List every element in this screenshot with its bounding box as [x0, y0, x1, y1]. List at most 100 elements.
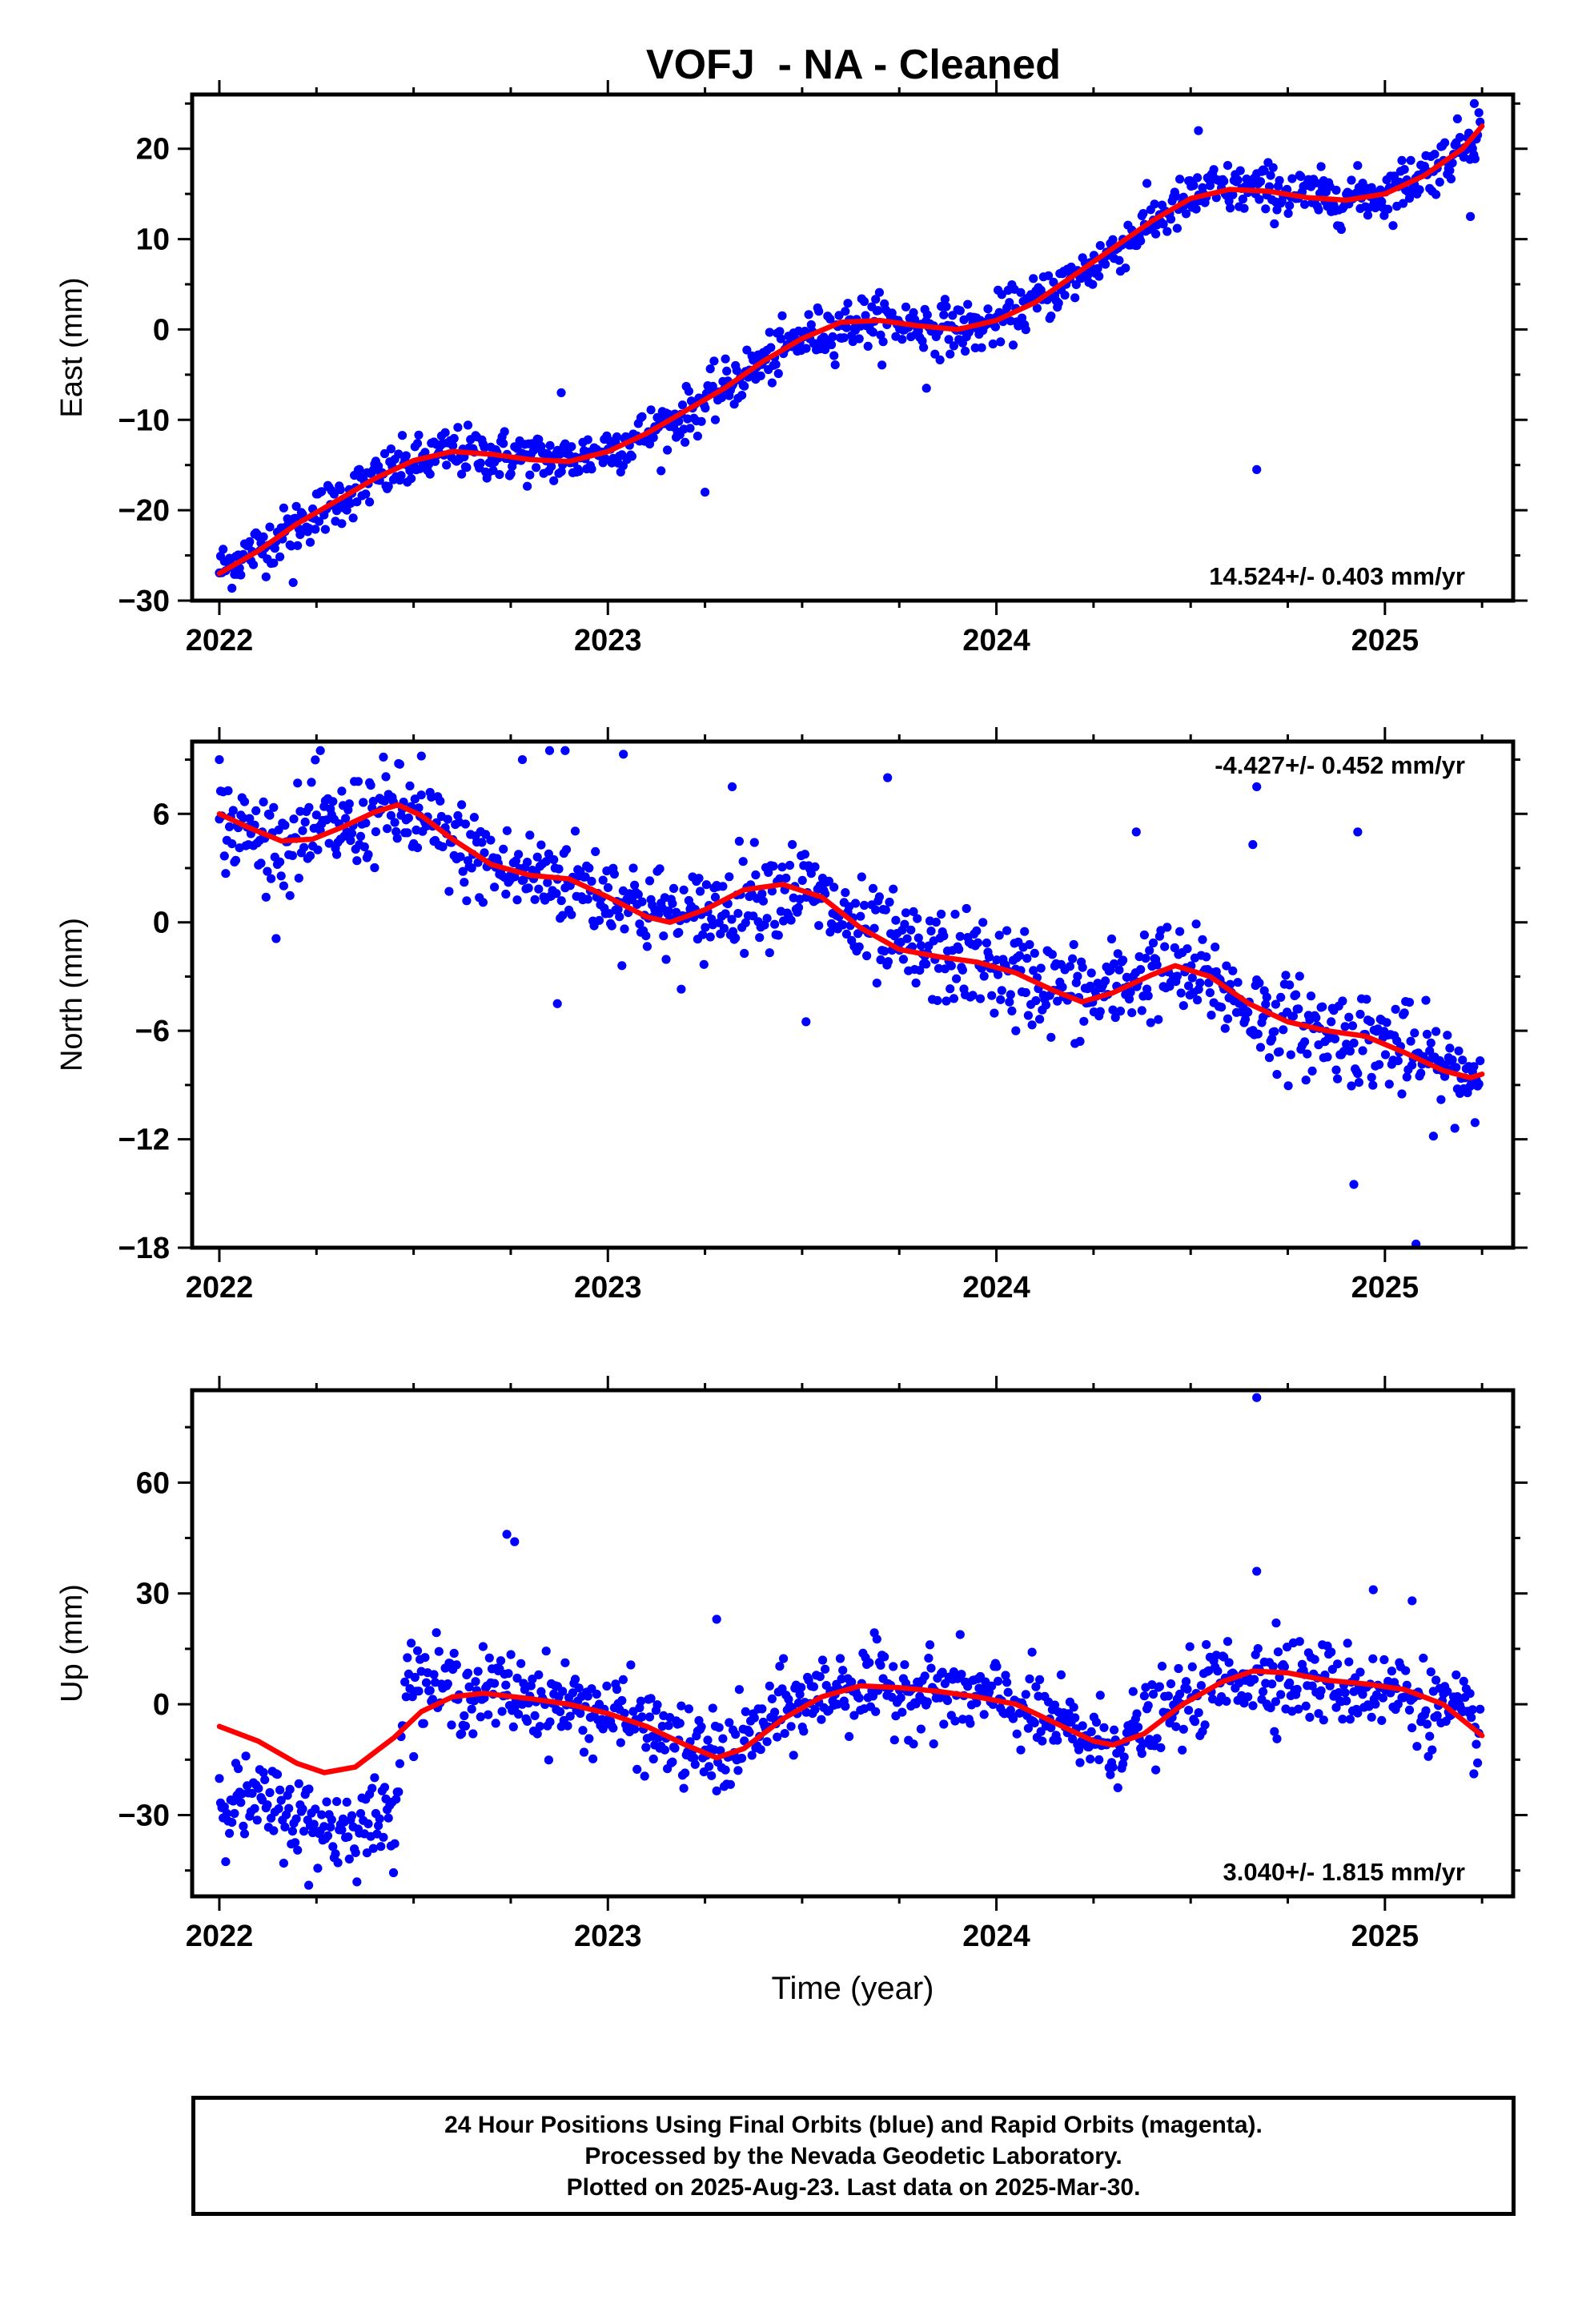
data-point: [751, 870, 761, 880]
data-point: [1174, 1663, 1183, 1674]
data-point: [1006, 990, 1015, 999]
data-point: [425, 1686, 435, 1695]
data-point: [1344, 1657, 1354, 1667]
data-point: [1233, 175, 1243, 185]
data-point: [1151, 229, 1161, 239]
data-point: [1099, 1723, 1109, 1732]
data-point: [361, 818, 371, 828]
data-point: [874, 892, 884, 902]
data-point: [534, 435, 544, 444]
data-point: [1431, 1675, 1441, 1685]
data-point: [1023, 1011, 1033, 1020]
data-point: [1106, 934, 1117, 944]
data-point: [710, 892, 721, 902]
data-point: [293, 1845, 303, 1855]
data-point: [931, 917, 941, 927]
data-point: [1178, 1001, 1188, 1011]
data-point: [800, 850, 810, 859]
data-point: [1030, 1718, 1039, 1727]
data-point: [337, 519, 347, 529]
data-point: [630, 880, 640, 890]
data-point: [1415, 185, 1424, 195]
data-point: [1295, 971, 1304, 981]
data-point: [652, 1700, 662, 1710]
data-point: [1296, 171, 1306, 181]
data-point: [1285, 1678, 1295, 1688]
data-point: [1454, 1046, 1464, 1055]
data-point: [776, 334, 786, 344]
data-point: [877, 360, 887, 370]
data-point: [414, 803, 424, 813]
footer-line-3: Plotted on 2025-Aug-23. Last data on 202…: [566, 2173, 1141, 2201]
data-point: [933, 995, 942, 1005]
data-point: [591, 846, 600, 856]
data-point: [528, 1675, 537, 1684]
data-point: [1270, 1027, 1279, 1036]
outlier-point: [1194, 126, 1203, 135]
data-point: [463, 420, 473, 430]
data-point: [1172, 223, 1182, 233]
data-point: [1176, 988, 1186, 998]
data-point: [463, 1668, 473, 1678]
data-point: [328, 797, 338, 806]
data-point: [1402, 1072, 1411, 1082]
data-point: [432, 1628, 441, 1638]
model-fit-line: [216, 802, 1485, 1081]
data-point: [716, 1746, 725, 1755]
data-point: [874, 287, 884, 297]
data-point: [738, 857, 748, 866]
data-point: [717, 393, 727, 403]
data-point: [804, 310, 813, 320]
data-point: [777, 311, 787, 320]
data-point: [749, 838, 759, 847]
outlier-point: [1368, 1585, 1378, 1594]
plot-frame: [190, 92, 1516, 603]
outlier-point: [544, 746, 555, 755]
data-point: [1143, 991, 1153, 1001]
data-point: [1137, 1749, 1146, 1759]
data-point: [1382, 1018, 1391, 1027]
data-point: [1154, 1682, 1164, 1691]
data-point: [574, 1683, 584, 1693]
data-point: [592, 1689, 601, 1699]
data-point: [291, 501, 301, 511]
data-point: [949, 341, 958, 351]
data-point: [1476, 1056, 1485, 1066]
data-point: [1345, 1715, 1355, 1724]
data-point: [1259, 1687, 1268, 1696]
data-point: [1331, 1703, 1341, 1712]
data-point: [1397, 155, 1407, 165]
data-point: [900, 1660, 909, 1670]
data-point: [756, 1745, 765, 1755]
data-point: [1079, 1016, 1089, 1026]
data-point: [443, 1679, 452, 1689]
data-point: [332, 1797, 342, 1807]
x-tick-label: 2022: [186, 624, 254, 657]
data-point: [962, 903, 971, 914]
data-point: [1025, 1674, 1034, 1684]
data-point: [311, 525, 320, 534]
data-point: [1008, 340, 1018, 350]
data-point: [1138, 209, 1148, 219]
data-point: [1447, 1055, 1457, 1065]
data-point: [1432, 1711, 1442, 1720]
data-point: [757, 889, 767, 899]
data-point: [826, 340, 837, 350]
outlier-point: [288, 577, 298, 588]
data-point: [909, 907, 918, 916]
panel-1: 2022 2023 2024 2025 −18 −12 −6 0 6 North (mm) -4.4…: [55, 727, 1528, 1305]
data-point: [1142, 179, 1152, 188]
data-point: [285, 1784, 295, 1794]
data-point: [1367, 1072, 1376, 1082]
data-point: [873, 306, 883, 316]
data-point: [1154, 1015, 1163, 1024]
data-point: [1347, 1081, 1356, 1091]
data-point: [1118, 1759, 1128, 1769]
data-point: [988, 339, 998, 349]
data-point: [697, 416, 706, 426]
data-point: [468, 1729, 478, 1739]
data-point: [412, 843, 423, 853]
data-point: [1267, 1034, 1277, 1043]
data-point: [239, 1829, 250, 1839]
